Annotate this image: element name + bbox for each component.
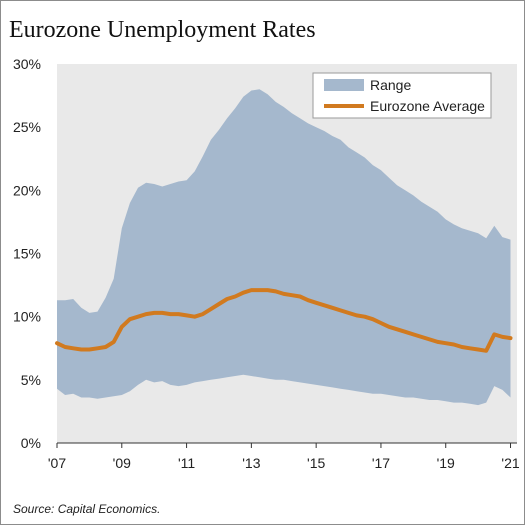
y-tick-label: 25% [13, 119, 41, 135]
y-tick-label: 5% [21, 372, 41, 388]
x-tick-label: '07 [48, 455, 66, 471]
legend: Range Eurozone Average [312, 72, 492, 119]
y-tick-label: 20% [13, 182, 41, 198]
legend-range-swatch [324, 79, 364, 91]
y-tick-label: 15% [13, 246, 41, 262]
chart-title: Eurozone Unemployment Rates [9, 17, 316, 43]
x-tick-label: '13 [242, 455, 260, 471]
legend-average-label: Eurozone Average [370, 98, 485, 114]
x-axis-tick-labels: '07 '09 '11 '13 '15 '17 '19 '21 [48, 443, 520, 471]
eurozone-average-line [55, 288, 513, 353]
y-tick-label: 30% [13, 56, 41, 72]
y-tick-label: 10% [13, 309, 41, 325]
legend-range-label: Range [370, 77, 411, 93]
x-tick-label: '15 [307, 455, 325, 471]
legend-box [312, 72, 492, 119]
y-axis-tick-labels: 0% 5% 10% 15% 20% 25% 30% [13, 56, 41, 451]
y-tick-label: 0% [21, 435, 41, 451]
x-tick-label: '19 [437, 455, 455, 471]
x-tick-label: '21 [501, 455, 519, 471]
x-tick-label: '11 [178, 455, 195, 471]
source-note: Source: Capital Economics. [13, 502, 161, 516]
x-tick-label: '17 [372, 455, 390, 471]
range-area [57, 89, 511, 406]
x-tick-label: '09 [113, 455, 131, 471]
